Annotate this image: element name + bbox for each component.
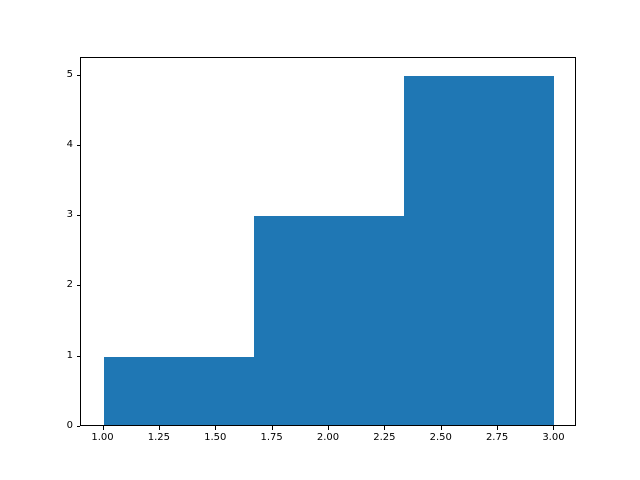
x-tick-mark bbox=[215, 426, 217, 430]
x-tick-mark bbox=[384, 426, 386, 430]
x-tick-label: 2.50 bbox=[429, 432, 452, 443]
x-tick-mark bbox=[440, 426, 442, 430]
x-tick-label: 2.75 bbox=[485, 432, 509, 443]
x-tick-label: 2.00 bbox=[316, 432, 340, 443]
x-tick-label: 1.50 bbox=[204, 432, 227, 443]
y-tick-label: 5 bbox=[66, 68, 73, 80]
x-tick-label: 1.75 bbox=[260, 432, 283, 443]
y-tick-mark bbox=[76, 426, 80, 427]
plot-area bbox=[81, 58, 575, 425]
y-tick-mark bbox=[76, 74, 80, 76]
plot-axes bbox=[80, 57, 576, 426]
y-tick-label: 3 bbox=[66, 209, 73, 221]
y-tick-label: 1 bbox=[66, 349, 73, 361]
y-tick-mark bbox=[76, 355, 80, 357]
y-tick-label: 2 bbox=[66, 279, 73, 291]
x-tick-mark bbox=[553, 426, 555, 430]
histogram-bar bbox=[253, 216, 405, 425]
y-tick-mark bbox=[76, 285, 80, 287]
histogram-bar bbox=[404, 75, 555, 425]
x-tick-label: 1.00 bbox=[91, 432, 114, 443]
y-tick-label: 4 bbox=[66, 138, 73, 150]
x-tick-label: 1.25 bbox=[147, 432, 171, 443]
x-tick-mark bbox=[271, 426, 273, 430]
y-tick-mark bbox=[76, 144, 80, 146]
x-tick-mark bbox=[158, 426, 160, 430]
y-tick-label: 0 bbox=[66, 420, 73, 431]
x-tick-label: 2.25 bbox=[373, 432, 396, 443]
y-tick-mark bbox=[76, 215, 80, 217]
x-tick-label: 3.00 bbox=[542, 432, 565, 443]
histogram-bar bbox=[103, 356, 254, 425]
x-tick-mark bbox=[497, 426, 499, 430]
x-tick-mark bbox=[102, 426, 104, 430]
x-tick-mark bbox=[328, 426, 329, 430]
